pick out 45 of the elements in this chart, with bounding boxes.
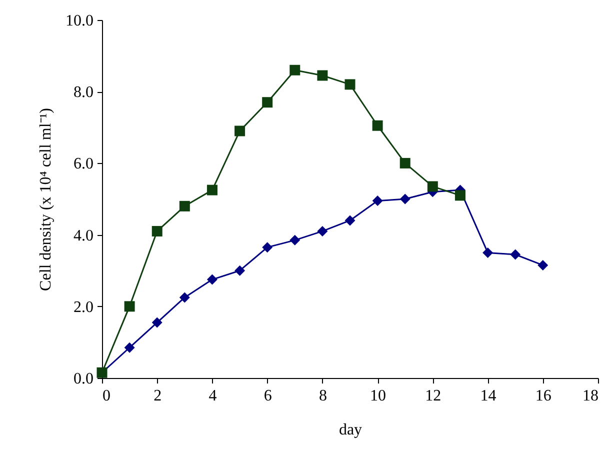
point: [317, 226, 328, 236]
point: [510, 249, 521, 260]
point: [234, 126, 246, 136]
point: [290, 234, 300, 246]
x-tick-label: 14: [480, 388, 496, 404]
y-tick-label: 2.0: [74, 298, 94, 316]
point: [152, 226, 162, 236]
x-tick-label: 18: [582, 388, 598, 404]
x-tick-label: 12: [425, 388, 442, 404]
point: [179, 292, 190, 303]
x-tick-label: 0: [102, 388, 110, 404]
x-tick-label: 2: [154, 388, 162, 404]
point: [317, 70, 328, 81]
point: [454, 190, 466, 201]
point: [234, 265, 246, 276]
point: [124, 301, 135, 312]
y-tick-label: 8.0: [74, 84, 94, 102]
point: [206, 274, 218, 285]
point: [124, 342, 135, 353]
x-tick-label: 10: [370, 388, 386, 404]
point: [179, 200, 190, 212]
point: [427, 181, 438, 192]
point: [344, 79, 356, 90]
point: [290, 64, 300, 76]
y-axis-title: Cell density (x 10⁴ cell ml⁻¹): [38, 108, 54, 291]
x-axis-title: day: [338, 422, 362, 438]
y-tick-label: 4.0: [74, 227, 94, 244]
point: [344, 215, 356, 226]
point: [372, 120, 383, 131]
point: [152, 317, 162, 328]
point: [262, 97, 273, 108]
x-tick-label: 4: [208, 388, 217, 404]
x-tick-label: 8: [318, 388, 327, 404]
y-tick-label: 10.0: [66, 12, 94, 30]
x-tick-label: 6: [264, 388, 272, 404]
point: [400, 194, 410, 204]
y-tick-label: 6.0: [74, 156, 94, 173]
point: [206, 184, 218, 196]
point: [538, 260, 548, 270]
y-tick-label: 0.0: [74, 370, 94, 388]
x-tick-label: 16: [535, 388, 552, 404]
point: [482, 247, 494, 258]
point: [400, 158, 410, 168]
point: [262, 242, 273, 253]
point: [372, 196, 383, 206]
